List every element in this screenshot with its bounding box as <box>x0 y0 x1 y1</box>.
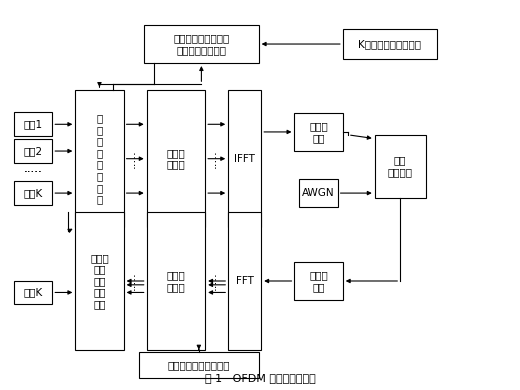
Text: 用户K: 用户K <box>23 287 43 298</box>
Bar <box>343 29 437 59</box>
Bar <box>147 90 205 227</box>
Bar <box>147 212 205 350</box>
Text: 自适应子载波和比特
分配功率分配算法: 自适应子载波和比特 分配功率分配算法 <box>173 33 229 55</box>
Bar <box>228 212 261 350</box>
Text: FFT: FFT <box>236 276 254 286</box>
Text: 加保护
间隔: 加保护 间隔 <box>309 121 328 143</box>
Text: K个用户的信道估计值: K个用户的信道估计值 <box>358 39 421 49</box>
Text: IFFT: IFFT <box>235 154 255 164</box>
Bar <box>300 179 337 207</box>
Text: 自适应
调制器: 自适应 调制器 <box>166 148 185 170</box>
Text: ·····: ····· <box>128 271 141 291</box>
Bar <box>228 90 261 227</box>
Text: 用户1: 用户1 <box>24 119 43 129</box>
Text: 为每个
用户
提取
比特
信息: 为每个 用户 提取 比特 信息 <box>90 253 109 309</box>
Bar <box>14 181 53 205</box>
Bar <box>14 281 53 304</box>
Bar <box>14 112 53 136</box>
Text: 用户K: 用户K <box>23 188 43 198</box>
Text: AWGN: AWGN <box>302 188 335 198</box>
Text: ·····: ····· <box>24 166 43 179</box>
Bar <box>139 352 259 378</box>
Bar <box>75 212 124 350</box>
Text: 图 1   OFDM 自适应系统架构: 图 1 OFDM 自适应系统架构 <box>205 373 315 383</box>
Bar <box>144 25 259 63</box>
Bar <box>374 135 425 198</box>
Text: 去保护
间隔: 去保护 间隔 <box>309 270 328 292</box>
Text: ·····: ····· <box>24 166 43 179</box>
Text: ·····: ····· <box>128 149 141 168</box>
Text: 子
载
波
和
比
特
分
配: 子 载 波 和 比 特 分 配 <box>96 113 102 204</box>
Text: ·····: ····· <box>210 271 223 291</box>
Bar <box>14 139 53 163</box>
Text: 无线
衰落信道: 无线 衰落信道 <box>387 156 413 177</box>
Bar <box>294 113 343 151</box>
Text: ·····: ····· <box>210 149 223 168</box>
Text: 子载波和比特分配信息: 子载波和比特分配信息 <box>167 360 230 370</box>
Text: 自适应
解调器: 自适应 解调器 <box>166 270 185 292</box>
Bar <box>75 90 124 227</box>
Bar <box>294 262 343 300</box>
Text: 用户2: 用户2 <box>24 146 43 156</box>
